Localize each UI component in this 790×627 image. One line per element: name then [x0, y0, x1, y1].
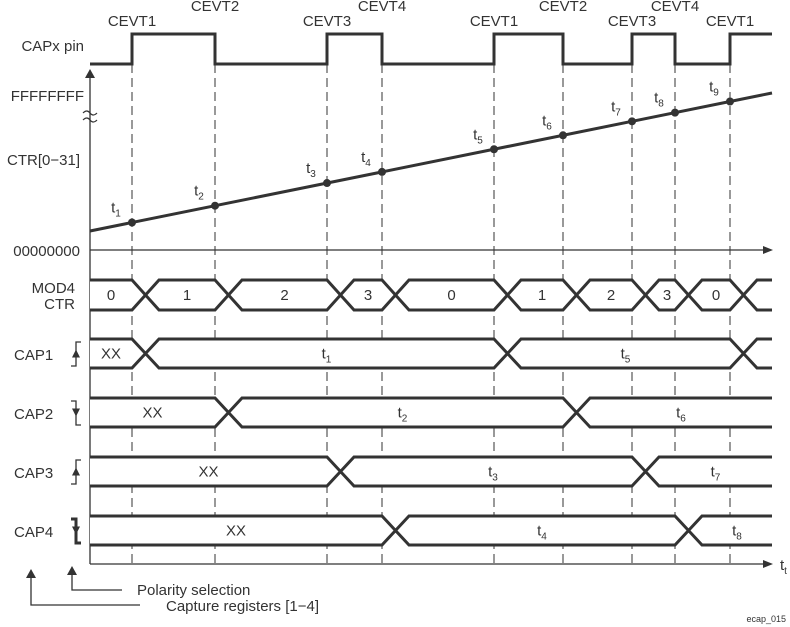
- capture-point: [490, 145, 498, 154]
- cap1-label: CAP1: [14, 347, 53, 364]
- cap1-register-value: XX: [101, 346, 121, 363]
- cap4-register-value: XX: [226, 523, 246, 540]
- capture-point: [671, 108, 679, 117]
- capture-time-label: t5: [473, 126, 483, 146]
- cap3-register-value: XX: [198, 464, 218, 481]
- polarity-arrow-icon: [67, 566, 77, 575]
- mod4-ctr-value: 3: [663, 287, 671, 304]
- mod4-ctr-value: 2: [280, 287, 288, 304]
- polarity-leader: [71, 574, 122, 591]
- capture-point: [628, 117, 636, 126]
- capture-time-label: t7: [611, 98, 621, 118]
- ctr-ramp: [89, 91, 773, 233]
- capture-time-label: t8: [654, 90, 664, 110]
- event-label: CEVT1: [706, 13, 754, 30]
- capture-arrow-icon: [26, 569, 36, 578]
- cap3-label: CAP3: [14, 465, 53, 482]
- mod4-ctr-value: 3: [364, 287, 372, 304]
- capture-time-label: t3: [306, 160, 316, 180]
- cap4-register-segment: [687, 514, 772, 547]
- ctr-label: CTR[0−31]: [7, 152, 80, 169]
- mod4-ctr-value: 0: [712, 287, 720, 304]
- capture-point: [559, 131, 567, 140]
- axis-break-icon: [82, 110, 98, 123]
- mod4-ctr-value: 0: [447, 287, 455, 304]
- time-axis-label: tt: [780, 557, 787, 577]
- cap3-register-segment: [644, 455, 772, 488]
- mod4-ctr-label: CTR: [44, 296, 75, 313]
- mod4-ctr-value: 0: [107, 287, 115, 304]
- time-axis-arrow-icon: [763, 560, 773, 568]
- falling-edge-arrow-icon: [72, 526, 80, 535]
- cap2-register-value: t2: [398, 405, 408, 425]
- capture-time-label: t6: [542, 112, 552, 132]
- event-label: CEVT2: [191, 0, 239, 15]
- cap2-register-value: XX: [142, 405, 162, 422]
- capx-pin-waveform: [90, 32, 772, 66]
- cap4-label: CAP4: [14, 524, 53, 541]
- event-label: CEVT4: [358, 0, 406, 15]
- capture-leader: [30, 577, 140, 606]
- event-label: CEVT1: [108, 13, 156, 30]
- zero-label: 00000000: [13, 243, 80, 260]
- cap1-register-value: t5: [621, 346, 631, 366]
- capture-point: [128, 218, 136, 227]
- mod4-ctr-value: 1: [538, 287, 546, 304]
- mod4-ctr-value: 1: [183, 287, 191, 304]
- y-axis-arrow-icon: [85, 69, 95, 78]
- capture-annotation: Capture registers [1−4]: [166, 598, 319, 615]
- cap3-register-value: t7: [711, 464, 721, 484]
- event-label: CEVT1: [470, 13, 518, 30]
- event-label: CEVT4: [651, 0, 699, 15]
- event-label: CEVT3: [608, 13, 656, 30]
- cap4-register-value: t4: [537, 523, 547, 543]
- capture-time-label: t1: [111, 200, 121, 220]
- cap2-register-value: t6: [676, 405, 686, 425]
- event-label: CEVT3: [303, 13, 351, 30]
- ffffffff-label: FFFFFFFF: [11, 88, 84, 105]
- cap1-register-value: t1: [322, 346, 332, 366]
- capture-time-label: t4: [361, 149, 371, 169]
- cap1-register-segment: [742, 337, 772, 370]
- rising-edge-arrow-icon: [72, 467, 80, 476]
- cap2-label: CAP2: [14, 406, 53, 423]
- capture-point: [726, 97, 734, 106]
- mod4-ctr-segment: [742, 278, 772, 312]
- figure-id: ecap_015: [746, 614, 786, 624]
- capture-time-label: t2: [194, 183, 204, 203]
- falling-edge-arrow-icon: [72, 408, 80, 417]
- capture-point: [378, 167, 386, 176]
- rising-edge-arrow-icon: [72, 349, 80, 358]
- mod4-label: MOD4: [32, 280, 75, 297]
- cap3-register-value: t3: [488, 464, 498, 484]
- ctr-axis-arrow-icon: [763, 246, 773, 254]
- cap2-register-segment: [575, 396, 772, 429]
- mod4-ctr-value: 2: [607, 287, 615, 304]
- cap4-register-value: t8: [732, 523, 742, 543]
- capx-pin-label: CAPx pin: [21, 38, 84, 55]
- capture-time-label: t9: [709, 78, 719, 98]
- event-label: CEVT2: [539, 0, 587, 15]
- capture-point: [211, 201, 219, 210]
- capture-point: [323, 179, 331, 188]
- polarity-annotation: Polarity selection: [137, 582, 250, 599]
